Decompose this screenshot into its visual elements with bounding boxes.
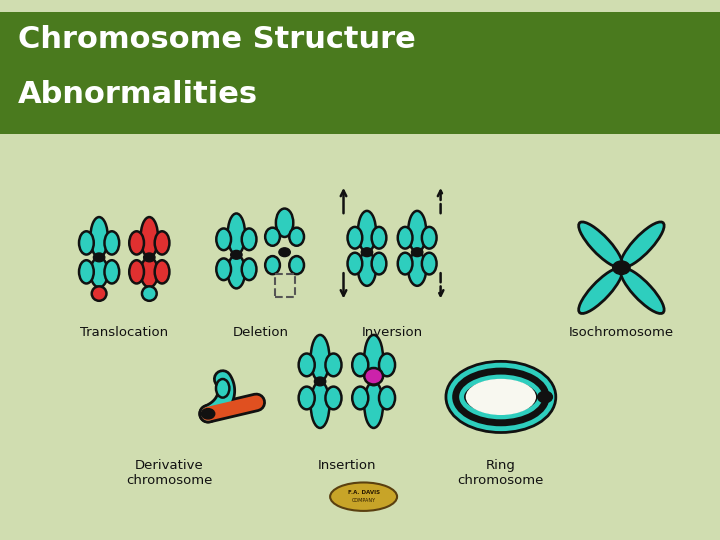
Ellipse shape (579, 268, 622, 314)
Circle shape (230, 251, 242, 259)
Ellipse shape (142, 286, 157, 301)
Ellipse shape (422, 253, 436, 274)
Circle shape (94, 253, 105, 262)
Text: F.A. DAVIS: F.A. DAVIS (348, 490, 379, 495)
Ellipse shape (348, 253, 362, 274)
Ellipse shape (408, 252, 426, 286)
Ellipse shape (330, 482, 397, 511)
Ellipse shape (130, 260, 144, 284)
Ellipse shape (621, 268, 664, 314)
Ellipse shape (289, 256, 304, 274)
Ellipse shape (155, 260, 169, 284)
Text: Translocation: Translocation (81, 326, 168, 339)
Ellipse shape (216, 228, 231, 250)
Ellipse shape (311, 381, 330, 428)
Ellipse shape (325, 387, 341, 409)
Circle shape (411, 248, 423, 256)
Ellipse shape (364, 368, 383, 384)
Ellipse shape (397, 227, 413, 248)
Ellipse shape (79, 231, 94, 254)
Ellipse shape (364, 335, 383, 381)
Bar (0, 12, 720, 134)
Ellipse shape (228, 213, 245, 255)
Text: Abnormalities: Abnormalities (18, 80, 258, 109)
Text: Chromosome Structure: Chromosome Structure (18, 25, 415, 54)
Ellipse shape (228, 255, 245, 288)
Ellipse shape (358, 252, 376, 286)
Text: Insertion: Insertion (318, 459, 376, 472)
Ellipse shape (265, 228, 280, 246)
Ellipse shape (299, 387, 315, 409)
Text: Ring
chromosome: Ring chromosome (458, 459, 544, 487)
Ellipse shape (265, 256, 280, 274)
Circle shape (368, 377, 379, 386)
Ellipse shape (91, 286, 107, 301)
Ellipse shape (621, 222, 664, 267)
Ellipse shape (422, 227, 436, 248)
Ellipse shape (91, 258, 108, 287)
Text: Isochromosome: Isochromosome (569, 326, 674, 339)
Ellipse shape (466, 379, 536, 415)
Ellipse shape (140, 217, 158, 258)
Circle shape (202, 409, 215, 419)
Circle shape (361, 248, 373, 256)
Text: Inversion: Inversion (362, 326, 423, 339)
Ellipse shape (276, 208, 293, 237)
Ellipse shape (408, 211, 426, 252)
Circle shape (538, 392, 552, 403)
Ellipse shape (579, 222, 622, 267)
Bar (274, 274, 294, 297)
Text: Deletion: Deletion (233, 326, 289, 339)
Ellipse shape (311, 335, 330, 381)
Circle shape (143, 253, 155, 262)
Ellipse shape (352, 387, 369, 409)
Ellipse shape (242, 259, 256, 280)
Text: COMPANY: COMPANY (351, 498, 376, 503)
Ellipse shape (216, 379, 230, 397)
Ellipse shape (379, 387, 395, 409)
Ellipse shape (379, 354, 395, 376)
Circle shape (613, 261, 630, 274)
Ellipse shape (325, 354, 341, 376)
Ellipse shape (348, 227, 362, 248)
Text: Derivative
chromosome: Derivative chromosome (126, 459, 212, 487)
Ellipse shape (352, 354, 369, 376)
Ellipse shape (216, 259, 231, 280)
Ellipse shape (364, 381, 383, 428)
Ellipse shape (140, 258, 158, 287)
Ellipse shape (155, 231, 169, 254)
Circle shape (279, 248, 290, 256)
Ellipse shape (299, 354, 315, 376)
Ellipse shape (372, 227, 387, 248)
Ellipse shape (79, 260, 94, 284)
Ellipse shape (397, 253, 413, 274)
Circle shape (315, 377, 325, 386)
Ellipse shape (242, 228, 256, 250)
Ellipse shape (104, 231, 120, 254)
Ellipse shape (130, 231, 144, 254)
Ellipse shape (289, 228, 304, 246)
Ellipse shape (104, 260, 120, 284)
Ellipse shape (91, 217, 108, 258)
Ellipse shape (372, 253, 387, 274)
Ellipse shape (358, 211, 376, 252)
